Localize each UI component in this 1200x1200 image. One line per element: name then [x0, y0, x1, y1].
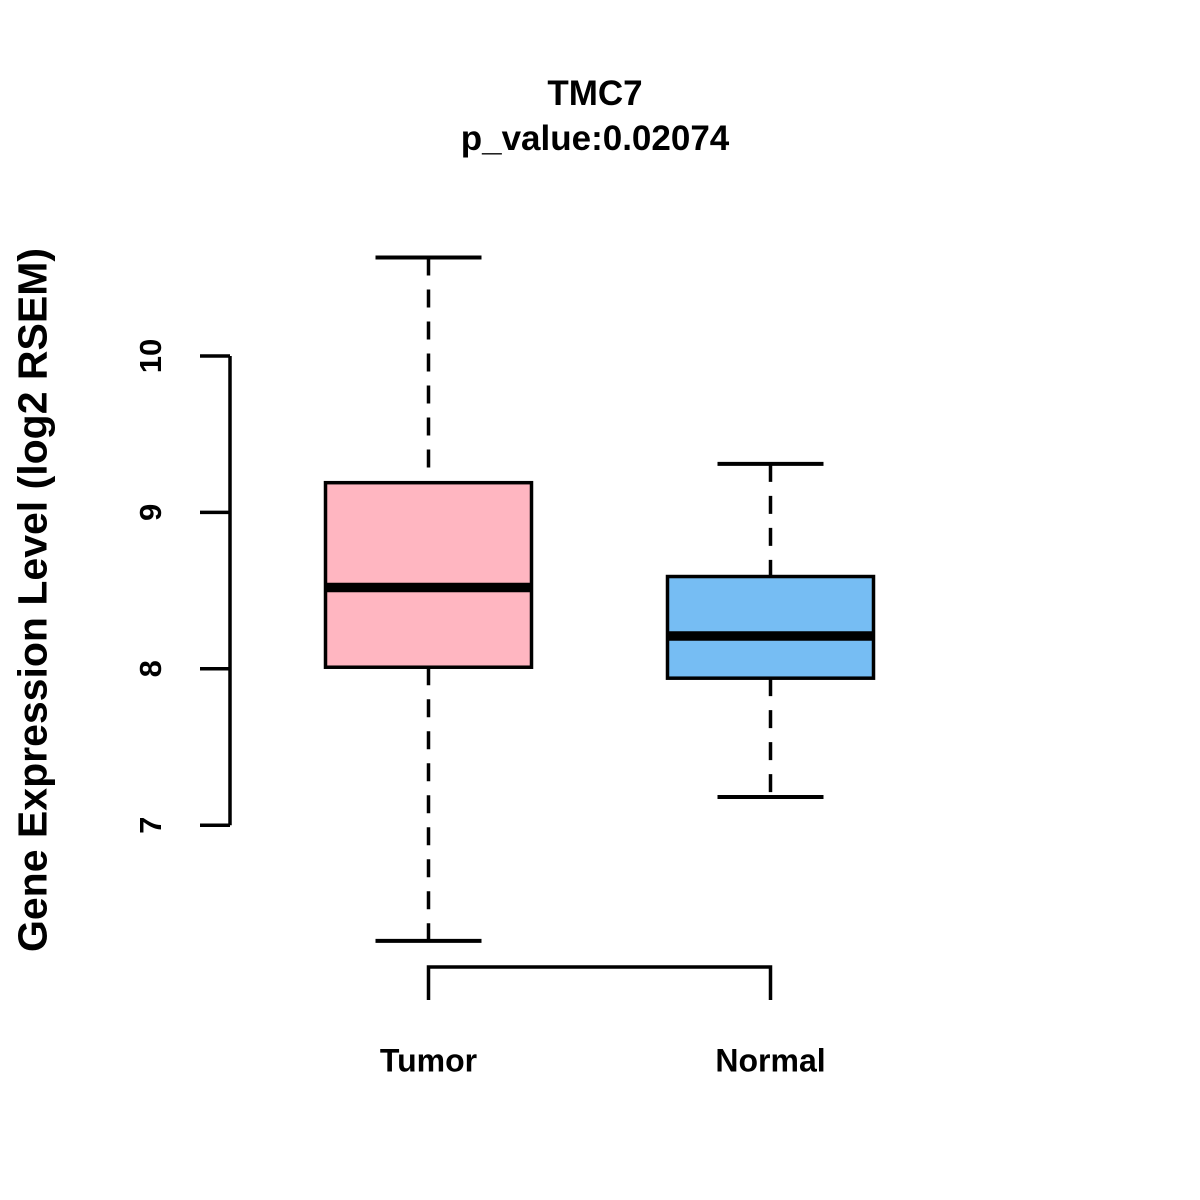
x-tick-label-normal: Normal [715, 1042, 826, 1079]
normal-box [665, 574, 876, 680]
chart-title: TMC7 [547, 74, 643, 113]
x-axis-line [426, 965, 773, 1000]
tumor-box [323, 480, 534, 669]
y-tick-label: 9 [133, 504, 168, 521]
y-tick-label: 10 [133, 339, 168, 373]
y-tick-label: 7 [133, 817, 168, 834]
chart-subtitle: p_value:0.02074 [460, 119, 730, 158]
y-tick-label: 8 [133, 660, 168, 677]
x-tick-label-tumor: Tumor [379, 1042, 478, 1079]
